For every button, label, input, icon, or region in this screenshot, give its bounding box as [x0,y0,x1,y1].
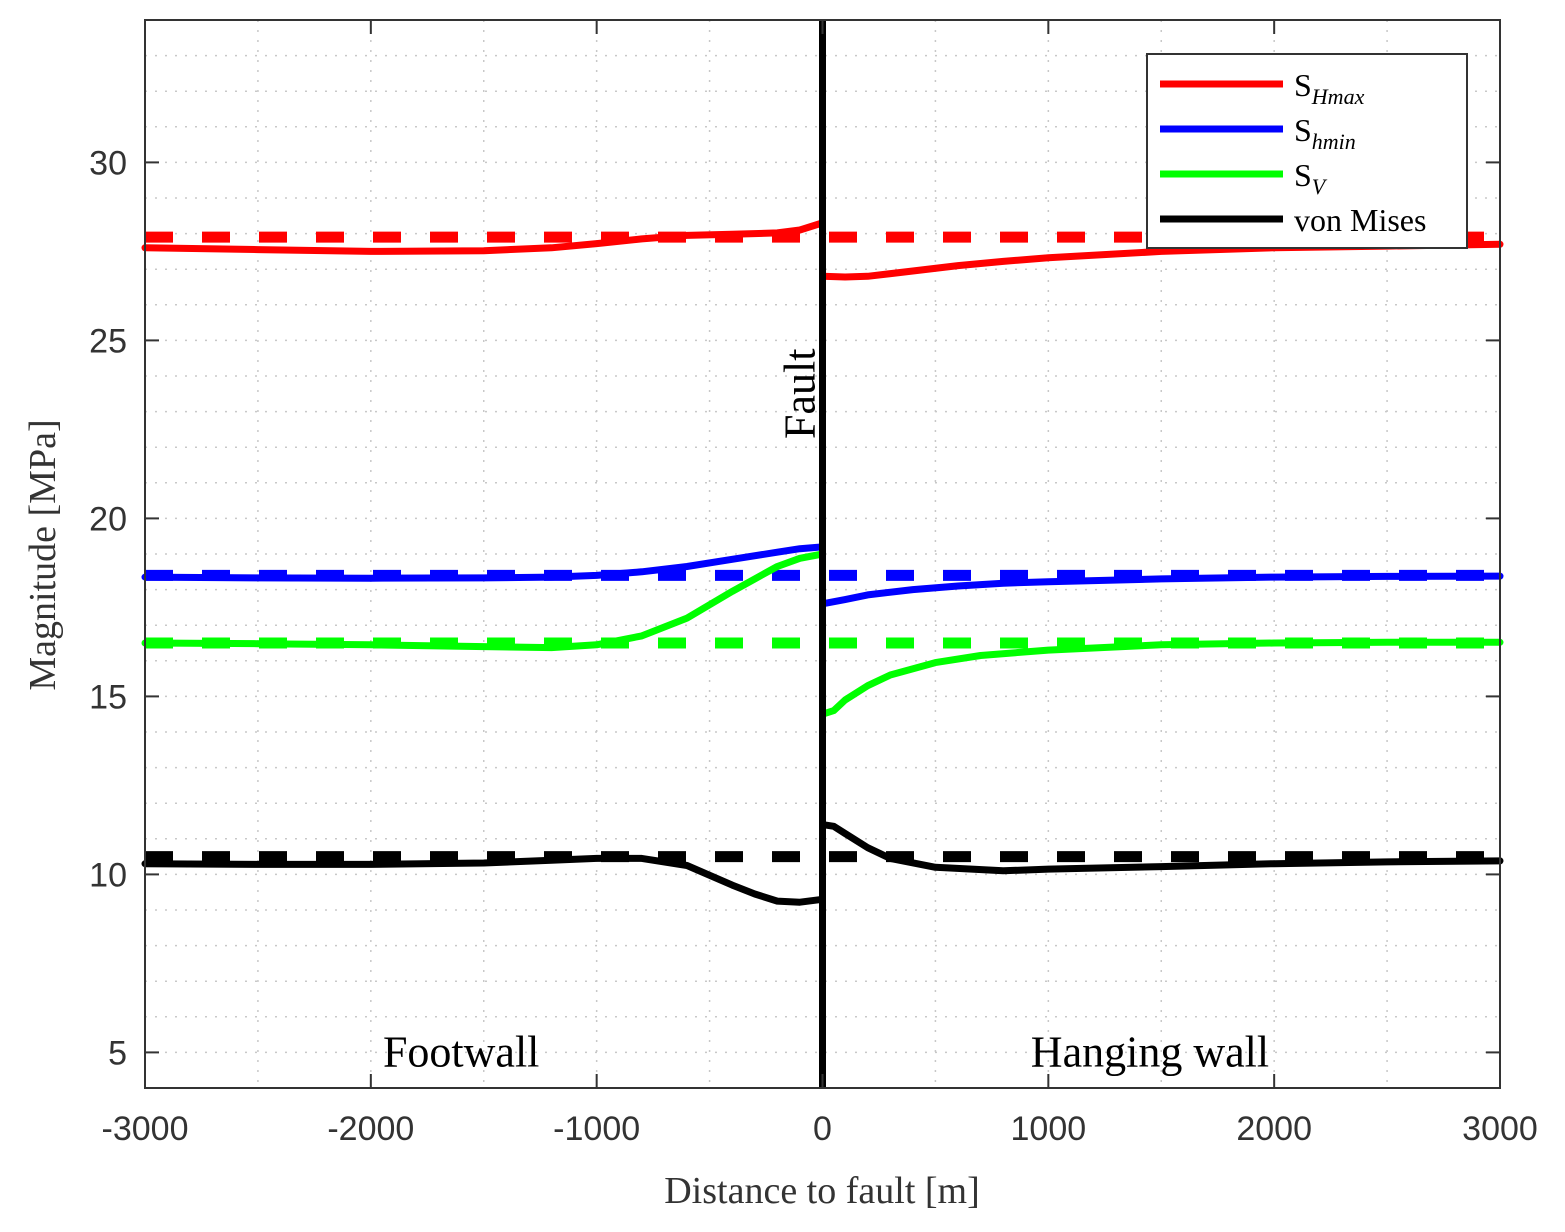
y-tick-label: 5 [108,1034,127,1072]
x-tick-label: 2000 [1236,1110,1312,1148]
footwall-annotation: Footwall [383,1027,539,1076]
y-tick-label: 20 [89,500,127,538]
ticks: -3000 -2000 -1000 0 1000 2000 3000 5 10 15 20 25 30 [89,20,1538,1148]
y-tick-label: 15 [89,678,127,716]
x-tick-label: 1000 [1011,1110,1087,1148]
hanging-wall-annotation: Hanging wall [1031,1027,1269,1076]
y-tick-label: 10 [89,856,127,894]
x-tick-label: -2000 [327,1110,414,1148]
x-axis-label: Distance to fault [m] [664,1170,980,1212]
legend-subscript: V [1312,174,1328,199]
y-tick-label: 30 [89,144,127,182]
legend-subscript: Hmax [1311,84,1365,109]
x-tick-label: -1000 [553,1110,640,1148]
series-line-von-mises [141,821,1504,906]
y-tick-label: 25 [89,322,127,360]
legend-subscript: hmin [1312,129,1356,154]
x-tick-label: -3000 [102,1110,189,1148]
x-tick-label: 0 [813,1110,832,1148]
legend-label-von-mises: von Mises [1294,202,1426,238]
fault-annotation: Fault [776,349,825,439]
x-tick-label: 3000 [1462,1110,1538,1148]
y-axis-label: Magnitude [MPa] [22,419,64,690]
